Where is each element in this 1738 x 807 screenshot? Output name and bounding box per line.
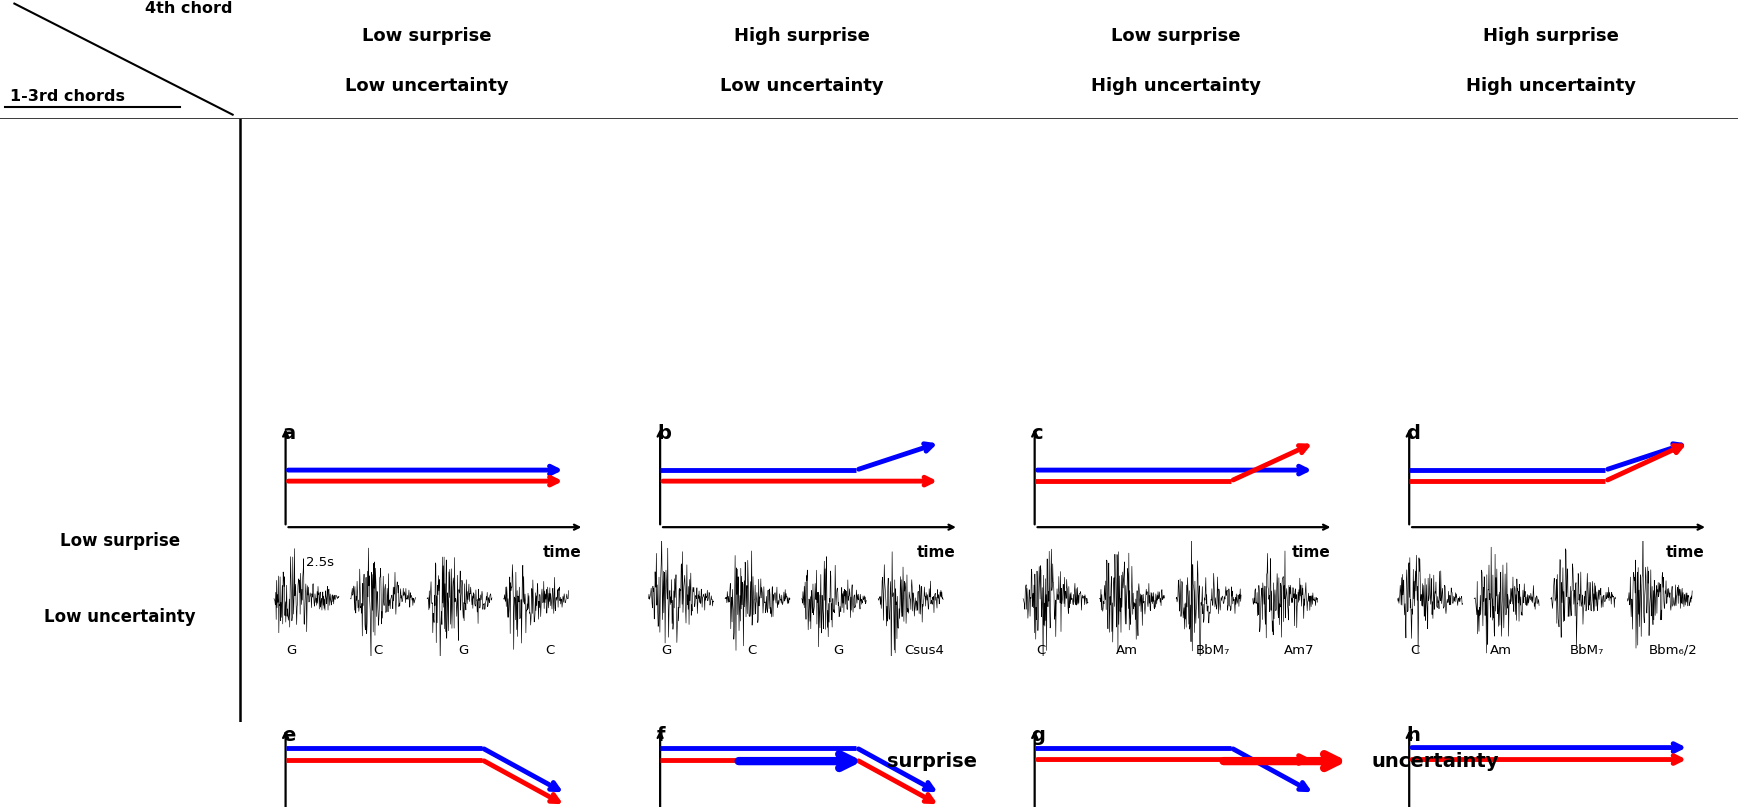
Text: d: d (1406, 424, 1420, 443)
Text: Low surprise: Low surprise (59, 533, 181, 550)
Text: a: a (283, 424, 295, 443)
Text: High uncertainty: High uncertainty (1091, 77, 1262, 95)
Text: C: C (1036, 644, 1045, 657)
Text: Low uncertainty: Low uncertainty (43, 608, 196, 625)
Text: Low surprise: Low surprise (1111, 27, 1241, 45)
Text: Low uncertainty: Low uncertainty (346, 77, 509, 95)
Text: G: G (833, 644, 843, 657)
Text: C: C (1410, 644, 1420, 657)
Text: C: C (374, 644, 382, 657)
Text: e: e (283, 725, 295, 745)
Text: g: g (1032, 725, 1046, 745)
Text: Csus4: Csus4 (904, 644, 944, 657)
Text: time: time (542, 545, 580, 560)
Text: Am7: Am7 (1284, 644, 1314, 657)
Text: Am: Am (1489, 644, 1512, 657)
Text: h: h (1406, 725, 1420, 745)
Text: G: G (660, 644, 671, 657)
Text: High surprise: High surprise (733, 27, 869, 45)
Text: c: c (1032, 424, 1043, 443)
Text: High surprise: High surprise (1483, 27, 1618, 45)
Text: 1-3rd chords: 1-3rd chords (10, 89, 125, 104)
Text: High uncertainty: High uncertainty (1465, 77, 1635, 95)
Text: 4th chord: 4th chord (146, 1, 233, 16)
Text: Bbm₆/2: Bbm₆/2 (1649, 644, 1698, 657)
Text: time: time (1667, 545, 1705, 560)
Text: time: time (1291, 545, 1330, 560)
Text: Am: Am (1116, 644, 1138, 657)
Text: BbM₇: BbM₇ (1569, 644, 1604, 657)
Text: G: G (287, 644, 297, 657)
Text: C: C (747, 644, 756, 657)
Text: G: G (459, 644, 469, 657)
Text: time: time (918, 545, 956, 560)
Text: 2.5s: 2.5s (306, 556, 334, 569)
Text: f: f (657, 725, 666, 745)
Text: b: b (657, 424, 671, 443)
Text: Low uncertainty: Low uncertainty (720, 77, 883, 95)
Text: BbM₇: BbM₇ (1196, 644, 1231, 657)
Text: Low surprise: Low surprise (362, 27, 492, 45)
Text: uncertainty: uncertainty (1371, 751, 1500, 771)
Text: surprise: surprise (886, 751, 977, 771)
Text: C: C (546, 644, 554, 657)
